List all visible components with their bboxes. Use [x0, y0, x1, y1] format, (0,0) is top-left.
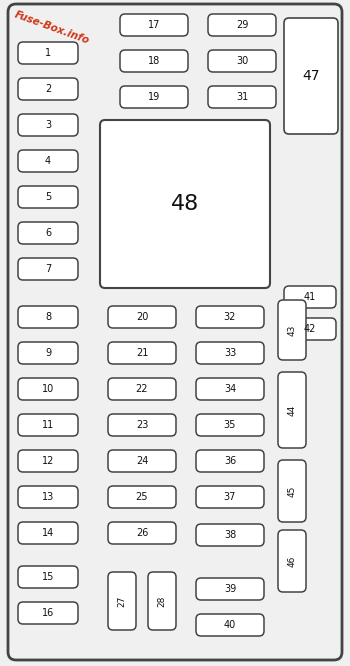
Text: 24: 24	[136, 456, 148, 466]
Text: 38: 38	[224, 530, 236, 540]
FancyBboxPatch shape	[196, 614, 264, 636]
Text: 43: 43	[287, 324, 296, 336]
Text: 36: 36	[224, 456, 236, 466]
FancyBboxPatch shape	[196, 378, 264, 400]
Text: 13: 13	[42, 492, 54, 502]
FancyBboxPatch shape	[196, 342, 264, 364]
FancyBboxPatch shape	[196, 306, 264, 328]
Text: 2: 2	[45, 84, 51, 94]
FancyBboxPatch shape	[278, 300, 306, 360]
Text: 8: 8	[45, 312, 51, 322]
Text: 34: 34	[224, 384, 236, 394]
Text: 1: 1	[45, 48, 51, 58]
FancyBboxPatch shape	[18, 42, 78, 64]
FancyBboxPatch shape	[18, 150, 78, 172]
Text: 18: 18	[148, 56, 160, 66]
FancyBboxPatch shape	[18, 186, 78, 208]
FancyBboxPatch shape	[196, 578, 264, 600]
FancyBboxPatch shape	[120, 50, 188, 72]
Text: 35: 35	[224, 420, 236, 430]
Text: 31: 31	[236, 92, 248, 102]
FancyBboxPatch shape	[18, 78, 78, 100]
FancyBboxPatch shape	[108, 450, 176, 472]
Text: 46: 46	[287, 555, 296, 567]
Text: 40: 40	[224, 620, 236, 630]
Text: 3: 3	[45, 120, 51, 130]
FancyBboxPatch shape	[18, 222, 78, 244]
Text: 26: 26	[136, 528, 148, 538]
FancyBboxPatch shape	[278, 530, 306, 592]
Text: 25: 25	[136, 492, 148, 502]
FancyBboxPatch shape	[108, 486, 176, 508]
Text: 20: 20	[136, 312, 148, 322]
FancyBboxPatch shape	[284, 286, 336, 308]
FancyBboxPatch shape	[278, 460, 306, 522]
Text: 6: 6	[45, 228, 51, 238]
Text: 45: 45	[287, 486, 296, 497]
Text: 29: 29	[236, 20, 248, 30]
FancyBboxPatch shape	[208, 86, 276, 108]
FancyBboxPatch shape	[18, 566, 78, 588]
FancyBboxPatch shape	[18, 378, 78, 400]
FancyBboxPatch shape	[208, 50, 276, 72]
Text: 4: 4	[45, 156, 51, 166]
Text: 11: 11	[42, 420, 54, 430]
Text: 33: 33	[224, 348, 236, 358]
Text: 10: 10	[42, 384, 54, 394]
FancyBboxPatch shape	[196, 450, 264, 472]
FancyBboxPatch shape	[208, 14, 276, 36]
FancyBboxPatch shape	[18, 342, 78, 364]
Text: 28: 28	[158, 595, 167, 607]
Text: 27: 27	[118, 595, 126, 607]
Text: 7: 7	[45, 264, 51, 274]
Text: 23: 23	[136, 420, 148, 430]
FancyBboxPatch shape	[18, 414, 78, 436]
FancyBboxPatch shape	[284, 18, 338, 134]
FancyBboxPatch shape	[196, 486, 264, 508]
Text: 9: 9	[45, 348, 51, 358]
Text: 15: 15	[42, 572, 54, 582]
Text: 5: 5	[45, 192, 51, 202]
FancyBboxPatch shape	[18, 602, 78, 624]
Text: Fuse-Box.info: Fuse-Box.info	[13, 10, 91, 46]
Text: 30: 30	[236, 56, 248, 66]
Text: 17: 17	[148, 20, 160, 30]
FancyBboxPatch shape	[284, 318, 336, 340]
FancyBboxPatch shape	[108, 342, 176, 364]
Text: 16: 16	[42, 608, 54, 618]
Text: 12: 12	[42, 456, 54, 466]
FancyBboxPatch shape	[18, 306, 78, 328]
FancyBboxPatch shape	[18, 450, 78, 472]
Text: 44: 44	[287, 404, 296, 416]
FancyBboxPatch shape	[278, 372, 306, 448]
Text: 22: 22	[136, 384, 148, 394]
FancyBboxPatch shape	[108, 572, 136, 630]
FancyBboxPatch shape	[120, 14, 188, 36]
Text: 47: 47	[302, 69, 320, 83]
Text: 39: 39	[224, 584, 236, 594]
FancyBboxPatch shape	[148, 572, 176, 630]
Text: 41: 41	[304, 292, 316, 302]
FancyBboxPatch shape	[108, 522, 176, 544]
Text: 48: 48	[171, 194, 199, 214]
FancyBboxPatch shape	[108, 378, 176, 400]
FancyBboxPatch shape	[18, 114, 78, 136]
FancyBboxPatch shape	[196, 414, 264, 436]
FancyBboxPatch shape	[108, 414, 176, 436]
Text: 32: 32	[224, 312, 236, 322]
FancyBboxPatch shape	[8, 4, 342, 660]
FancyBboxPatch shape	[108, 306, 176, 328]
FancyBboxPatch shape	[120, 86, 188, 108]
Text: 14: 14	[42, 528, 54, 538]
FancyBboxPatch shape	[18, 486, 78, 508]
FancyBboxPatch shape	[18, 522, 78, 544]
Text: 42: 42	[304, 324, 316, 334]
Text: 37: 37	[224, 492, 236, 502]
FancyBboxPatch shape	[18, 258, 78, 280]
Text: 21: 21	[136, 348, 148, 358]
FancyBboxPatch shape	[100, 120, 270, 288]
FancyBboxPatch shape	[196, 524, 264, 546]
Text: 19: 19	[148, 92, 160, 102]
